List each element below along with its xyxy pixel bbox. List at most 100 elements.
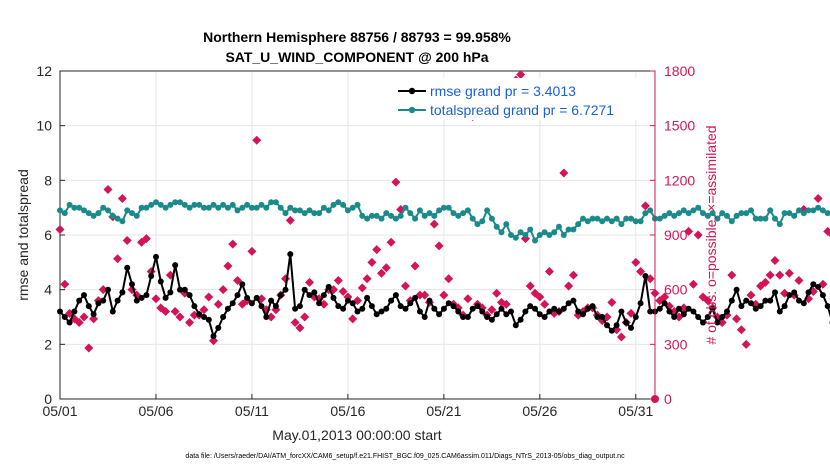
totalspread-point xyxy=(100,204,107,211)
obs-assimilated-point xyxy=(348,314,358,324)
rmse-point xyxy=(181,286,188,293)
obs-assimilated-point xyxy=(535,292,545,302)
obs-assimilated-point xyxy=(429,219,439,229)
totalspread-point xyxy=(584,218,591,225)
totalspread-point xyxy=(81,207,87,214)
rmse-point xyxy=(210,333,217,340)
obs-assimilated-point xyxy=(122,235,132,245)
totalspread-point xyxy=(661,212,668,219)
y2-tick-label: 900 xyxy=(664,227,688,243)
totalspread-point xyxy=(181,201,188,208)
rmse-point xyxy=(613,322,620,329)
totalspread-point xyxy=(388,212,395,219)
obs-assimilated-point xyxy=(636,266,646,276)
obs-assimilated-point xyxy=(113,254,123,264)
totalspread-point xyxy=(234,207,241,214)
rmse-point xyxy=(172,262,179,269)
totalspread-point xyxy=(618,221,625,228)
rmse-point xyxy=(580,311,586,318)
totalspread-point xyxy=(748,207,754,214)
totalspread-point xyxy=(258,201,265,208)
totalspread-point xyxy=(167,201,174,208)
obs-assimilated-point xyxy=(746,290,756,300)
rmse-point xyxy=(623,319,630,326)
obs-assimilated-point xyxy=(290,317,300,327)
totalspread-point xyxy=(527,226,534,233)
totalspread-point xyxy=(474,221,481,228)
totalspread-point xyxy=(685,210,692,217)
totalspread-point xyxy=(440,204,447,211)
rmse-point xyxy=(815,283,822,290)
rmse-point xyxy=(191,303,198,310)
totalspread-point xyxy=(637,218,644,225)
totalspread-point xyxy=(690,207,697,214)
rmse-point xyxy=(162,294,169,301)
rmse-point xyxy=(474,303,481,310)
totalspread-point xyxy=(124,207,131,214)
totalspread-point xyxy=(647,207,654,214)
rmse-point xyxy=(253,294,260,301)
rmse-point xyxy=(186,292,193,299)
rmse-point xyxy=(229,300,236,307)
y-tick-label: 0 xyxy=(44,391,52,407)
rmse-point xyxy=(724,308,730,315)
totalspread-point xyxy=(244,201,251,208)
totalspread-point xyxy=(205,204,212,211)
rmse-point xyxy=(258,303,265,310)
totalspread-point xyxy=(311,210,318,217)
totalspread-point xyxy=(676,210,682,217)
totalspread-point xyxy=(786,210,793,217)
obs-assimilated-point xyxy=(204,292,214,302)
obs-assimilated-point xyxy=(333,276,343,286)
obs-assimilated-point xyxy=(765,270,775,280)
obs-assimilated-point xyxy=(631,257,641,267)
rmse-point xyxy=(556,308,562,315)
obs-assimilated-point xyxy=(209,336,219,346)
rmse-point xyxy=(527,303,534,310)
x-tick-label: 05/16 xyxy=(330,403,365,419)
obs-assimilated-point xyxy=(501,299,511,309)
rmse-point xyxy=(685,305,692,312)
totalspread-point xyxy=(642,210,649,217)
obs-assimilated-point xyxy=(564,281,574,291)
obs-assimilated-point xyxy=(688,279,698,289)
obs-assimilated-point xyxy=(338,286,348,296)
obs-assimilated-point xyxy=(400,281,410,291)
legend: rmse grand pr = 3.4013 totalspread grand… xyxy=(393,78,650,120)
obs-assimilated-point xyxy=(161,307,171,317)
rmse-point xyxy=(282,286,289,293)
totalspread-point xyxy=(282,210,289,217)
rmse-point xyxy=(479,308,486,315)
obs-assimilated-point xyxy=(55,225,65,235)
y2-tick-label: 300 xyxy=(664,336,688,352)
rmse-point xyxy=(133,297,140,304)
totalspread-point xyxy=(186,204,193,211)
x-axis-label: May.01,2013 00:00:00 start xyxy=(272,427,442,443)
totalspread-point xyxy=(589,215,596,222)
chart-title: Northern Hemisphere 88756 / 88793 = 99.9… xyxy=(203,29,511,45)
totalspread-point xyxy=(791,212,798,219)
obs-assimilated-point xyxy=(89,314,99,324)
totalspread-point xyxy=(57,207,63,214)
obs-assimilated-point xyxy=(540,299,550,309)
totalspread-point xyxy=(460,210,467,217)
totalspread-point xyxy=(508,232,514,238)
totalspread-point xyxy=(594,215,601,222)
y-axis-ticks: 0 2 4 6 8 10 12 xyxy=(36,63,65,407)
obs-assimilated-point xyxy=(434,241,444,251)
y-tick-label: 10 xyxy=(36,118,52,134)
totalspread-point xyxy=(628,215,634,222)
legend-rmse-label: rmse grand pr = 3.4013 xyxy=(430,83,576,99)
obs-assimilated-point xyxy=(247,246,257,256)
rmse-point xyxy=(330,294,337,301)
totalspread-point xyxy=(632,218,639,225)
rmse-point xyxy=(143,292,150,299)
totalspread-point xyxy=(700,210,706,217)
rmse-point xyxy=(407,300,414,307)
totalspread-point xyxy=(153,199,159,206)
rmse-point xyxy=(752,305,759,312)
y2-tick-label: 0 xyxy=(664,391,672,407)
rmse-point xyxy=(469,305,476,312)
rmse-point xyxy=(114,297,121,304)
